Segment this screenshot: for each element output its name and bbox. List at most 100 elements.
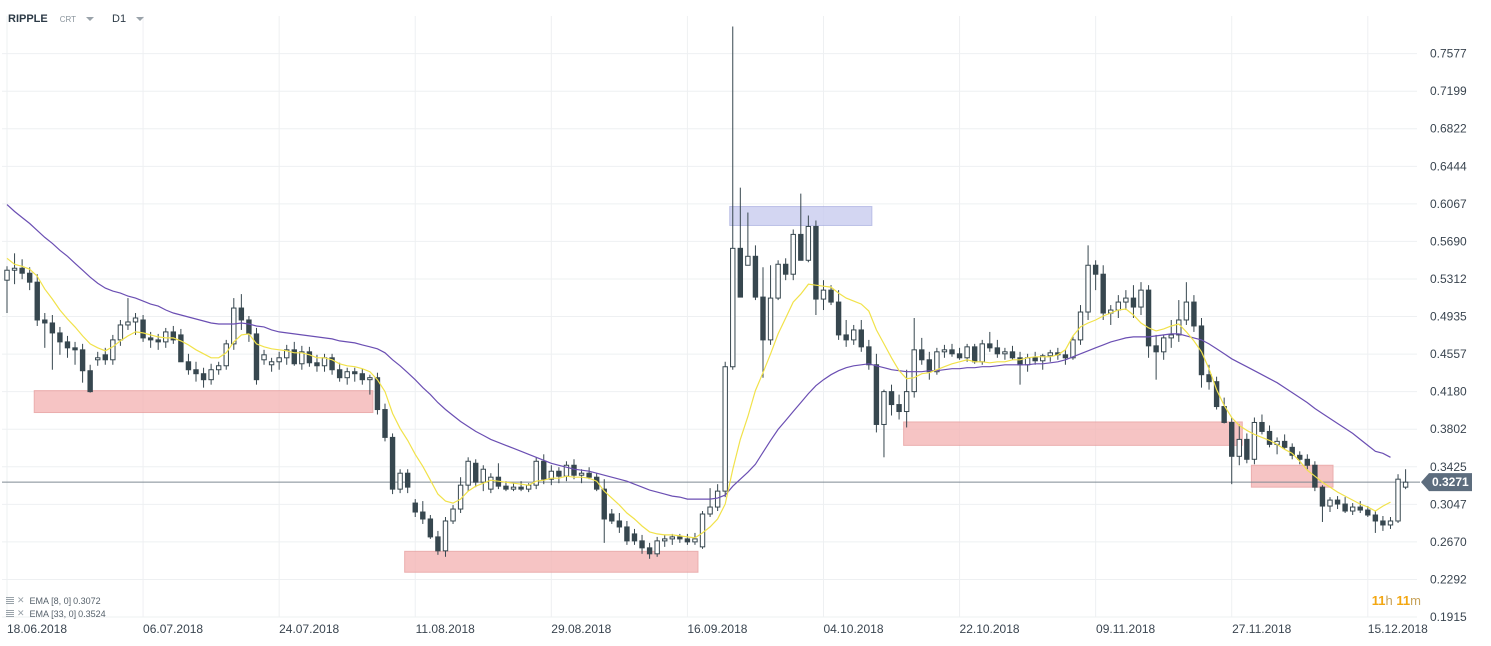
candle: [359, 368, 366, 385]
x-tick-label: 18.06.2018: [7, 622, 67, 636]
candle-body: [752, 255, 759, 298]
candle-body: [601, 488, 607, 520]
countdown-minutes: 11: [1396, 593, 1411, 608]
timeframe-dropdown[interactable]: D1: [112, 13, 145, 25]
candle-body: [359, 373, 366, 381]
instrument-symbol[interactable]: RIPPLE: [8, 13, 48, 25]
candle: [238, 294, 245, 330]
candle: [752, 245, 759, 301]
candle: [510, 483, 517, 492]
candle-body: [1327, 499, 1333, 507]
candle-body: [1402, 481, 1409, 488]
candle: [533, 457, 539, 490]
candle: [19, 259, 25, 280]
close-icon[interactable]: ✕: [17, 595, 25, 605]
candle: [336, 362, 343, 382]
indicator-params: [8, 0]: [51, 595, 72, 606]
candle: [1229, 417, 1235, 485]
candle: [1108, 305, 1114, 325]
candle-body: [533, 460, 539, 486]
candle: [692, 532, 698, 545]
candle-body: [851, 329, 857, 341]
candle: [193, 361, 199, 382]
settings-icon[interactable]: [6, 597, 14, 604]
candle: [1342, 497, 1348, 514]
candle-body: [352, 371, 358, 375]
close-icon[interactable]: ✕: [17, 608, 25, 618]
candle: [1395, 474, 1401, 523]
candle-body: [291, 349, 297, 365]
candle: [593, 473, 600, 492]
candle-body: [1085, 264, 1091, 313]
candle: [420, 501, 426, 524]
candle-body: [465, 460, 471, 486]
candle-body: [578, 472, 585, 476]
x-tick-label: 06.07.2018: [143, 622, 203, 636]
candle-body: [782, 263, 789, 275]
candle-body: [835, 301, 842, 336]
countdown-minutes-unit: m: [1410, 593, 1421, 608]
candle-body: [238, 307, 245, 321]
y-tick-label: 0.4557: [1430, 347, 1467, 361]
candle-body: [903, 391, 910, 413]
x-tick-label: 29.08.2018: [551, 622, 611, 636]
candle-body: [268, 361, 275, 366]
candle: [284, 344, 290, 365]
indicator-value: 0.3072: [73, 595, 101, 606]
price-type-dropdown[interactable]: CRT: [60, 15, 95, 24]
candle-body: [1297, 454, 1303, 460]
candle-body: [1236, 438, 1242, 457]
candle-body: [1040, 355, 1046, 362]
y-tick-label: 0.1915: [1430, 610, 1467, 624]
x-tick-label: 09.11.2018: [1096, 622, 1155, 636]
candle-body: [881, 391, 887, 425]
candle-body: [1130, 297, 1137, 308]
candle: [185, 353, 192, 375]
candle-body: [155, 339, 161, 343]
support-zone: [1250, 464, 1334, 488]
candle-body: [163, 331, 169, 343]
candle: [631, 528, 638, 545]
indicator-legend-ema-8: ✕ EMA [8, 0] 0.3072: [6, 595, 101, 606]
timeframe-label: D1: [112, 13, 127, 25]
candle-body: [1123, 297, 1129, 303]
candle-body: [329, 357, 335, 371]
candle: [639, 534, 645, 554]
candle-body: [299, 351, 305, 365]
candle-body: [389, 436, 396, 490]
y-tick-label: 0.4180: [1430, 385, 1467, 399]
candle: [223, 339, 229, 370]
candle-body: [11, 267, 18, 271]
settings-icon[interactable]: [6, 610, 14, 617]
candle: [1077, 305, 1084, 345]
candle-body: [677, 536, 683, 540]
candle: [132, 313, 139, 335]
candle-body: [1289, 446, 1295, 456]
candle: [1092, 260, 1099, 291]
candle-body: [987, 343, 993, 349]
candle-body: [1168, 334, 1174, 339]
candle: [684, 533, 691, 545]
candle-body: [1349, 506, 1356, 512]
candle-body: [102, 354, 108, 361]
candle: [321, 353, 328, 372]
candle-body: [556, 470, 562, 477]
candle: [835, 290, 842, 340]
candle-body: [548, 470, 555, 480]
candle: [64, 335, 71, 358]
candle-body: [949, 349, 955, 355]
candle-body: [1009, 351, 1016, 359]
candle-body: [798, 233, 804, 261]
candle-body: [382, 409, 388, 438]
candle: [699, 511, 706, 549]
price-tag-background: [1421, 473, 1472, 492]
candle: [11, 253, 18, 285]
candle-body: [1281, 440, 1288, 448]
candle-body: [722, 366, 728, 492]
y-tick-label: 0.7577: [1430, 47, 1467, 61]
candle-body: [1319, 486, 1326, 507]
candle: [352, 367, 358, 382]
candle: [646, 542, 653, 559]
candle: [722, 361, 728, 498]
